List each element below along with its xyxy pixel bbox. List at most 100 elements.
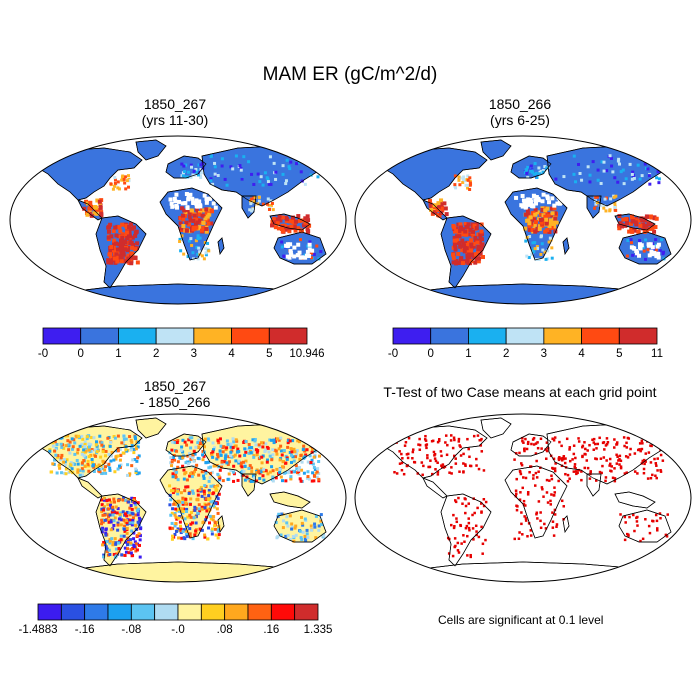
grid-cell	[73, 441, 77, 445]
colorbar-tick-label: -0	[387, 348, 399, 360]
grid-cell	[297, 472, 301, 476]
grid-cell	[173, 524, 177, 528]
grid-cell	[194, 225, 199, 230]
grid-cell	[204, 253, 208, 257]
grid-cell	[212, 446, 216, 450]
grid-cell	[178, 240, 182, 244]
grid-cell	[183, 175, 187, 179]
grid-cell	[629, 447, 632, 451]
grid-cell	[646, 222, 651, 227]
grid-cell	[642, 249, 646, 253]
grid-cell	[176, 527, 180, 531]
grid-cell	[210, 470, 214, 474]
grid-cell	[282, 223, 287, 228]
grid-cell	[401, 457, 404, 460]
grid-cell	[298, 529, 302, 533]
grid-cell	[545, 194, 550, 199]
grid-cell	[284, 182, 288, 186]
grid-cell	[132, 497, 136, 501]
grid-cell	[106, 514, 110, 518]
grid-cell	[208, 509, 212, 513]
grid-cell	[431, 439, 435, 443]
colorbar-tick-label: 4	[578, 348, 585, 360]
grid-cell	[572, 470, 576, 473]
grid-cell	[114, 252, 119, 257]
grid-cell	[292, 539, 296, 543]
grid-cell	[185, 534, 189, 538]
grid-cell	[532, 477, 535, 480]
grid-cell	[560, 444, 563, 448]
grid-cell	[185, 478, 189, 482]
grid-cell	[589, 470, 592, 474]
grid-cell	[552, 203, 557, 208]
grid-cell	[178, 216, 183, 221]
grid-cell	[131, 458, 135, 462]
grid-cell	[476, 434, 480, 437]
grid-cell	[557, 458, 561, 462]
map-panel-3	[9, 413, 347, 583]
grid-cell	[638, 239, 642, 243]
grid-cell	[205, 509, 209, 513]
grid-cell	[616, 455, 619, 459]
grid-cell	[238, 454, 242, 458]
grid-cell	[253, 439, 257, 443]
grid-cell	[550, 256, 554, 260]
grid-cell	[456, 261, 461, 266]
grid-cell	[546, 447, 550, 450]
grid-cell	[220, 460, 224, 464]
grid-cell	[537, 166, 541, 170]
grid-cell	[213, 165, 217, 169]
grid-cell	[107, 498, 111, 502]
colorbar-tick-label: 1	[465, 348, 472, 360]
grid-cell	[581, 444, 585, 448]
grid-cell	[117, 547, 121, 551]
grid-cell	[192, 449, 196, 453]
grid-cell	[520, 463, 524, 467]
grid-cell	[465, 224, 470, 229]
grid-cell	[466, 554, 469, 557]
grid-cell	[302, 471, 306, 475]
grid-cell	[102, 496, 106, 500]
grid-cell	[216, 452, 220, 456]
grid-cell	[624, 177, 628, 181]
grid-cell	[543, 250, 547, 254]
grid-cell	[445, 453, 449, 457]
grid-cell	[535, 175, 539, 179]
grid-cell	[282, 449, 286, 453]
grid-cell	[280, 245, 284, 249]
grid-cell	[528, 218, 533, 223]
coastline	[614, 213, 656, 231]
grid-cell	[94, 211, 99, 216]
grid-cell	[583, 441, 586, 444]
grid-cell	[550, 474, 553, 478]
grid-cell	[638, 442, 642, 445]
grid-cell	[168, 197, 173, 202]
grid-cell	[175, 470, 179, 474]
grid-cell	[540, 447, 543, 450]
colorbar-tick-label: 0	[427, 348, 434, 360]
grid-cell	[196, 441, 200, 445]
grid-cell	[203, 241, 207, 245]
grid-cell	[261, 441, 265, 445]
grid-cell	[634, 222, 639, 227]
grid-cell	[266, 446, 270, 450]
grid-cell	[194, 167, 198, 171]
grid-cell	[552, 439, 556, 442]
grid-cell	[532, 247, 536, 251]
grid-cell	[553, 491, 557, 494]
grid-cell	[108, 552, 112, 556]
grid-cell	[181, 217, 186, 222]
grid-cell	[100, 503, 104, 507]
grid-cell	[199, 485, 203, 489]
grid-cell	[533, 207, 538, 212]
grid-cell	[196, 489, 200, 493]
grid-cell	[288, 450, 292, 454]
grid-cell	[303, 216, 308, 221]
grid-cell	[181, 464, 185, 468]
grid-cell	[648, 226, 653, 231]
grid-cell	[530, 211, 535, 216]
grid-cell	[182, 252, 186, 256]
grid-cell	[187, 210, 192, 215]
grid-cell	[128, 538, 132, 542]
grid-cell	[444, 434, 448, 437]
